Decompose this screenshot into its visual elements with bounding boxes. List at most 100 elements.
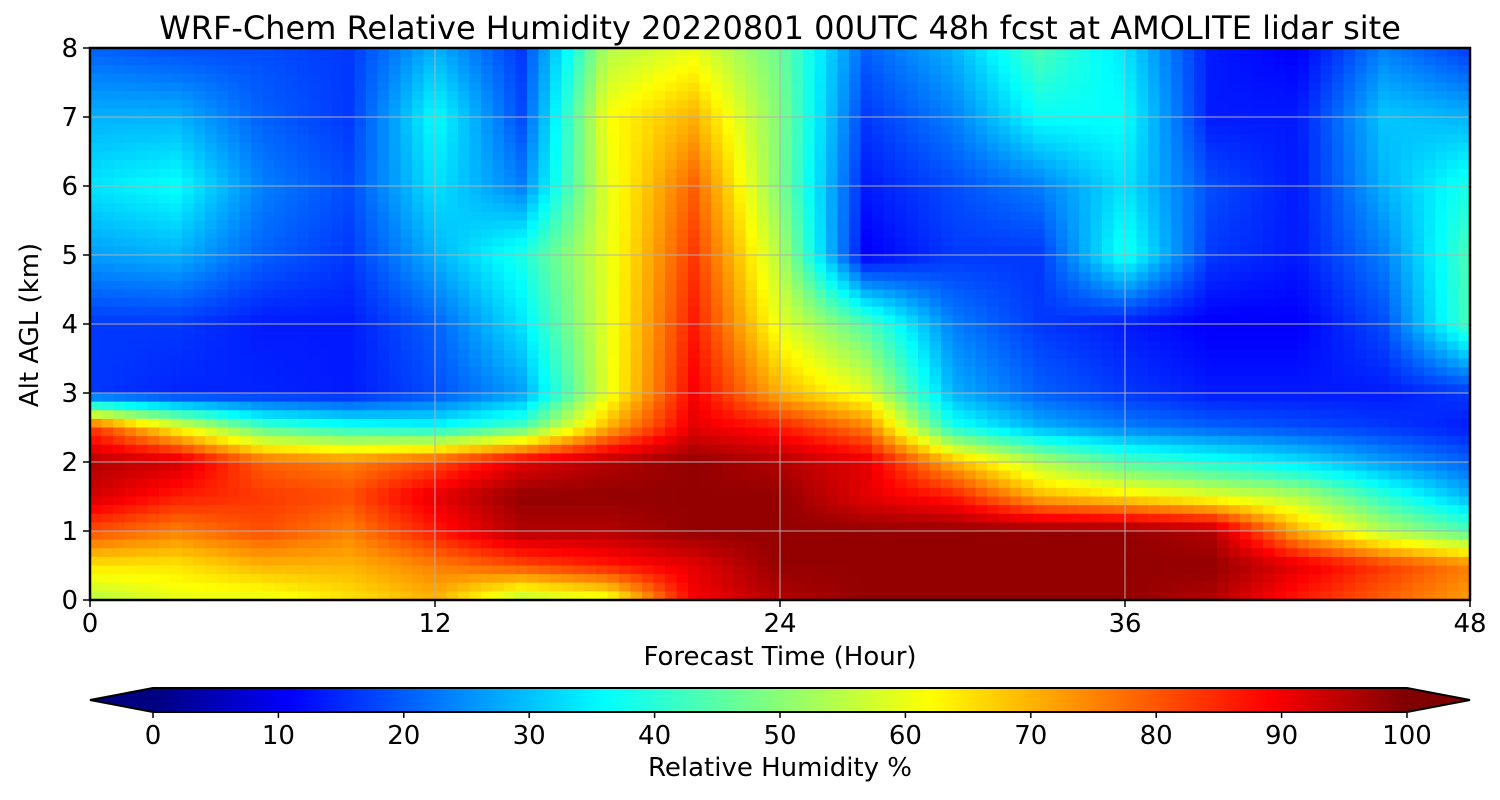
heatmap-cell [159,108,172,118]
heatmap-cell [297,349,310,360]
heatmap-cell [688,358,701,368]
heatmap-cell [1067,341,1080,351]
heatmap-cell [113,324,126,334]
heatmap-cell [182,298,195,308]
heatmap-cell [308,186,321,196]
heatmap-cell [1228,367,1241,377]
heatmap-cell [538,211,551,222]
heatmap-cell [308,125,321,135]
heatmap-cell [688,177,701,187]
heatmap-cell [987,48,1000,58]
heatmap-cell [446,367,459,377]
heatmap-cell [458,220,471,230]
heatmap-cell [1021,73,1034,84]
heatmap-cell [228,324,241,334]
heatmap-cell [803,393,816,403]
heatmap-cell [1102,263,1115,273]
heatmap-cell [929,384,942,394]
heatmap-cell [780,384,793,394]
heatmap-cell [584,134,597,144]
heatmap-cell [584,203,597,213]
heatmap-cell [803,125,816,135]
heatmap-cell [860,160,873,170]
heatmap-cell [596,272,609,282]
heatmap-cell [1010,341,1023,351]
heatmap-cell [1067,168,1080,178]
heatmap-cell [1320,91,1333,101]
heatmap-cell [458,324,471,334]
heatmap-cell [1021,375,1034,385]
heatmap-cell [274,56,287,66]
heatmap-cell [320,263,333,273]
heatmap-cell [113,65,126,75]
heatmap-cell [642,82,655,92]
heatmap-cell [469,229,482,239]
heatmap-cell [377,160,390,170]
heatmap-cell [849,177,862,187]
heatmap-cell [1447,134,1460,144]
heatmap-cell [285,280,298,291]
heatmap-cell [1286,73,1299,84]
heatmap-cell [377,177,390,187]
heatmap-cell [906,168,919,178]
heatmap-cell [757,289,770,299]
heatmap-cell [262,211,275,222]
heatmap-cell [1056,73,1069,84]
heatmap-cell [1079,168,1092,178]
heatmap-cell [274,349,287,360]
heatmap-cell [837,194,850,204]
heatmap-cell [883,246,896,256]
heatmap-cell [538,393,551,403]
heatmap-cell [1320,125,1333,135]
heatmap-cell [1332,203,1345,213]
heatmap-cell [619,48,632,58]
heatmap-cell [1320,263,1333,273]
heatmap-cell [906,91,919,101]
heatmap-cell [308,177,321,187]
heatmap-cell [918,168,931,178]
heatmap-cell [860,272,873,282]
heatmap-cell [1435,393,1448,403]
heatmap-cell [412,194,425,204]
heatmap-cell [596,151,609,161]
heatmap-cell [561,341,574,351]
heatmap-cell [170,324,183,334]
heatmap-cell [1228,56,1241,66]
heatmap-cell [964,65,977,75]
heatmap-cell [1056,177,1069,187]
heatmap-cell [688,263,701,273]
heatmap-cell [722,91,735,101]
heatmap-cell [320,48,333,58]
heatmap-cell [630,220,643,230]
heatmap-cell [274,73,287,84]
heatmap-cell [297,289,310,299]
heatmap-cell [653,315,666,325]
heatmap-cell [630,177,643,187]
heatmap-cell [653,125,666,135]
heatmap-cell [1217,367,1230,377]
heatmap-cell [849,401,862,411]
heatmap-cell [1389,82,1402,92]
heatmap-cell [780,117,793,127]
heatmap-cell [941,65,954,75]
heatmap-cell [630,203,643,213]
heatmap-cell [239,186,252,196]
heatmap-cell [872,125,885,135]
heatmap-cell [228,177,241,187]
heatmap-cell [182,203,195,213]
heatmap-cell [1263,134,1276,144]
heatmap-cell [216,134,229,144]
heatmap-cell [1125,56,1138,66]
heatmap-cell [1182,108,1195,118]
heatmap-cell [929,324,942,334]
heatmap-cell [331,229,344,239]
heatmap-cell [607,306,620,316]
heatmap-cell [837,65,850,75]
heatmap-cell [1401,186,1414,196]
heatmap-cell [607,349,620,360]
heatmap-cell [1148,289,1161,299]
heatmap-cell [550,160,563,170]
heatmap-cell [1033,203,1046,213]
heatmap-cell [1021,211,1034,222]
heatmap-cell [1378,91,1391,101]
